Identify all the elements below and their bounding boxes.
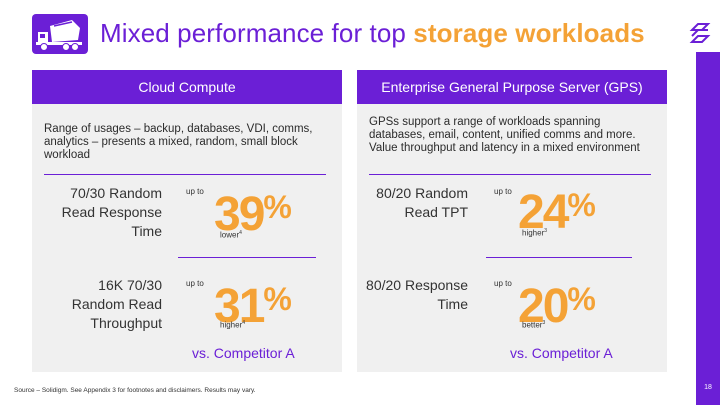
page-number: 18 <box>704 384 712 391</box>
metric-qualifier: better3 <box>522 320 546 330</box>
metric-label: 80/20 Response Time <box>366 277 468 312</box>
metric-value: 31% <box>214 280 292 333</box>
metric-qualifier: higher4 <box>220 320 246 330</box>
metric-label: 16K 70/30 Random Read Throughput <box>71 277 162 331</box>
metric-label: 80/20 Random Read TPT <box>376 185 468 220</box>
metric-value: 20% <box>518 280 596 333</box>
source-footnote: Source – Solidigm. See Appendix 3 for fo… <box>14 387 256 394</box>
mixer-truck-logo <box>32 14 88 54</box>
comparison-label: vs. Competitor A <box>192 345 295 361</box>
divider <box>486 257 632 258</box>
brand-logo-icon <box>689 23 711 43</box>
panel-header-enterprise-gps: Enterprise General Purpose Server (GPS) <box>357 70 667 104</box>
metric-value: 24% <box>518 186 596 239</box>
divider <box>44 174 326 175</box>
side-accent-bar <box>696 52 720 405</box>
divider <box>369 174 651 175</box>
panel-cloud-compute <box>32 104 342 372</box>
upto-label: up to <box>494 279 512 288</box>
panel-header-cloud-compute: Cloud Compute <box>32 70 342 104</box>
metric-qualifier: higher3 <box>522 228 548 238</box>
upto-label: up to <box>494 187 512 196</box>
title-highlight: storage workloads <box>413 18 645 48</box>
concrete-mixer-truck-icon <box>36 20 82 51</box>
metric-value: 39% <box>214 188 292 241</box>
divider <box>178 257 316 258</box>
comparison-label: vs. Competitor A <box>510 345 613 361</box>
panel-description: GPSs support a range of workloads spanni… <box>369 116 640 154</box>
panel-description: Range of usages – backup, databases, VDI… <box>44 123 313 161</box>
panel-enterprise-gps <box>357 104 667 372</box>
upto-label: up to <box>186 279 204 288</box>
upto-label: up to <box>186 187 204 196</box>
page-title: Mixed performance for top storage worklo… <box>100 16 645 50</box>
metric-label: 70/30 Random Read Response Time <box>61 185 162 239</box>
metric-qualifier: lower4 <box>220 230 242 240</box>
title-prefix: Mixed performance for top <box>100 18 406 48</box>
